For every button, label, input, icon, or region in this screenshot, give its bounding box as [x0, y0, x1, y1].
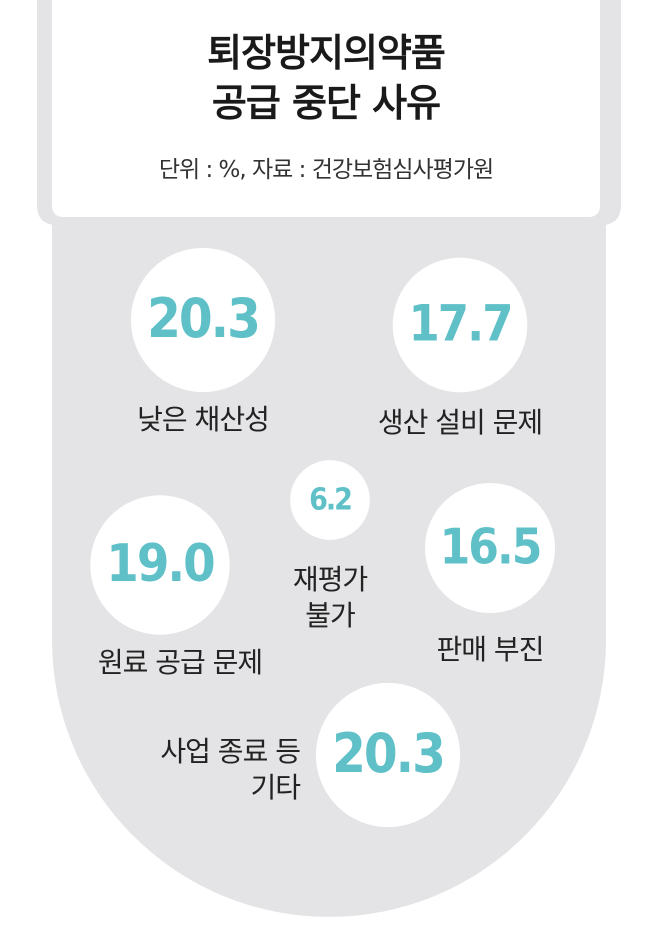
- value-label: 6.2: [309, 483, 351, 518]
- category-label: 사업 종료 등 기타: [160, 735, 301, 804]
- chart-subtitle: 단위 : %, 자료 : 건강보험심사평가원: [158, 157, 494, 183]
- bubble: [392, 257, 528, 393]
- bubble: [290, 460, 370, 540]
- bubble: [315, 682, 461, 828]
- value-label: 20.3: [147, 287, 259, 350]
- category-label: 생산 설비 문제: [377, 406, 543, 439]
- category-label: 낮은 채산성: [137, 403, 270, 436]
- capsule-body: [52, 220, 606, 917]
- category-label: 재평가 불가: [292, 563, 368, 632]
- value-label: 20.3: [332, 722, 444, 785]
- bubble: [130, 247, 276, 393]
- title-card: [52, 0, 600, 217]
- value-label: 16.5: [440, 518, 541, 575]
- bubble: [90, 495, 230, 635]
- chart-title: 퇴장방지의약품 공급 중단 사유: [207, 31, 446, 125]
- value-label: 17.7: [409, 295, 512, 353]
- category-label: 판매 부진: [436, 633, 545, 666]
- bubble: [425, 483, 555, 613]
- value-label: 19.0: [106, 534, 214, 594]
- category-label: 원료 공급 문제: [97, 646, 263, 679]
